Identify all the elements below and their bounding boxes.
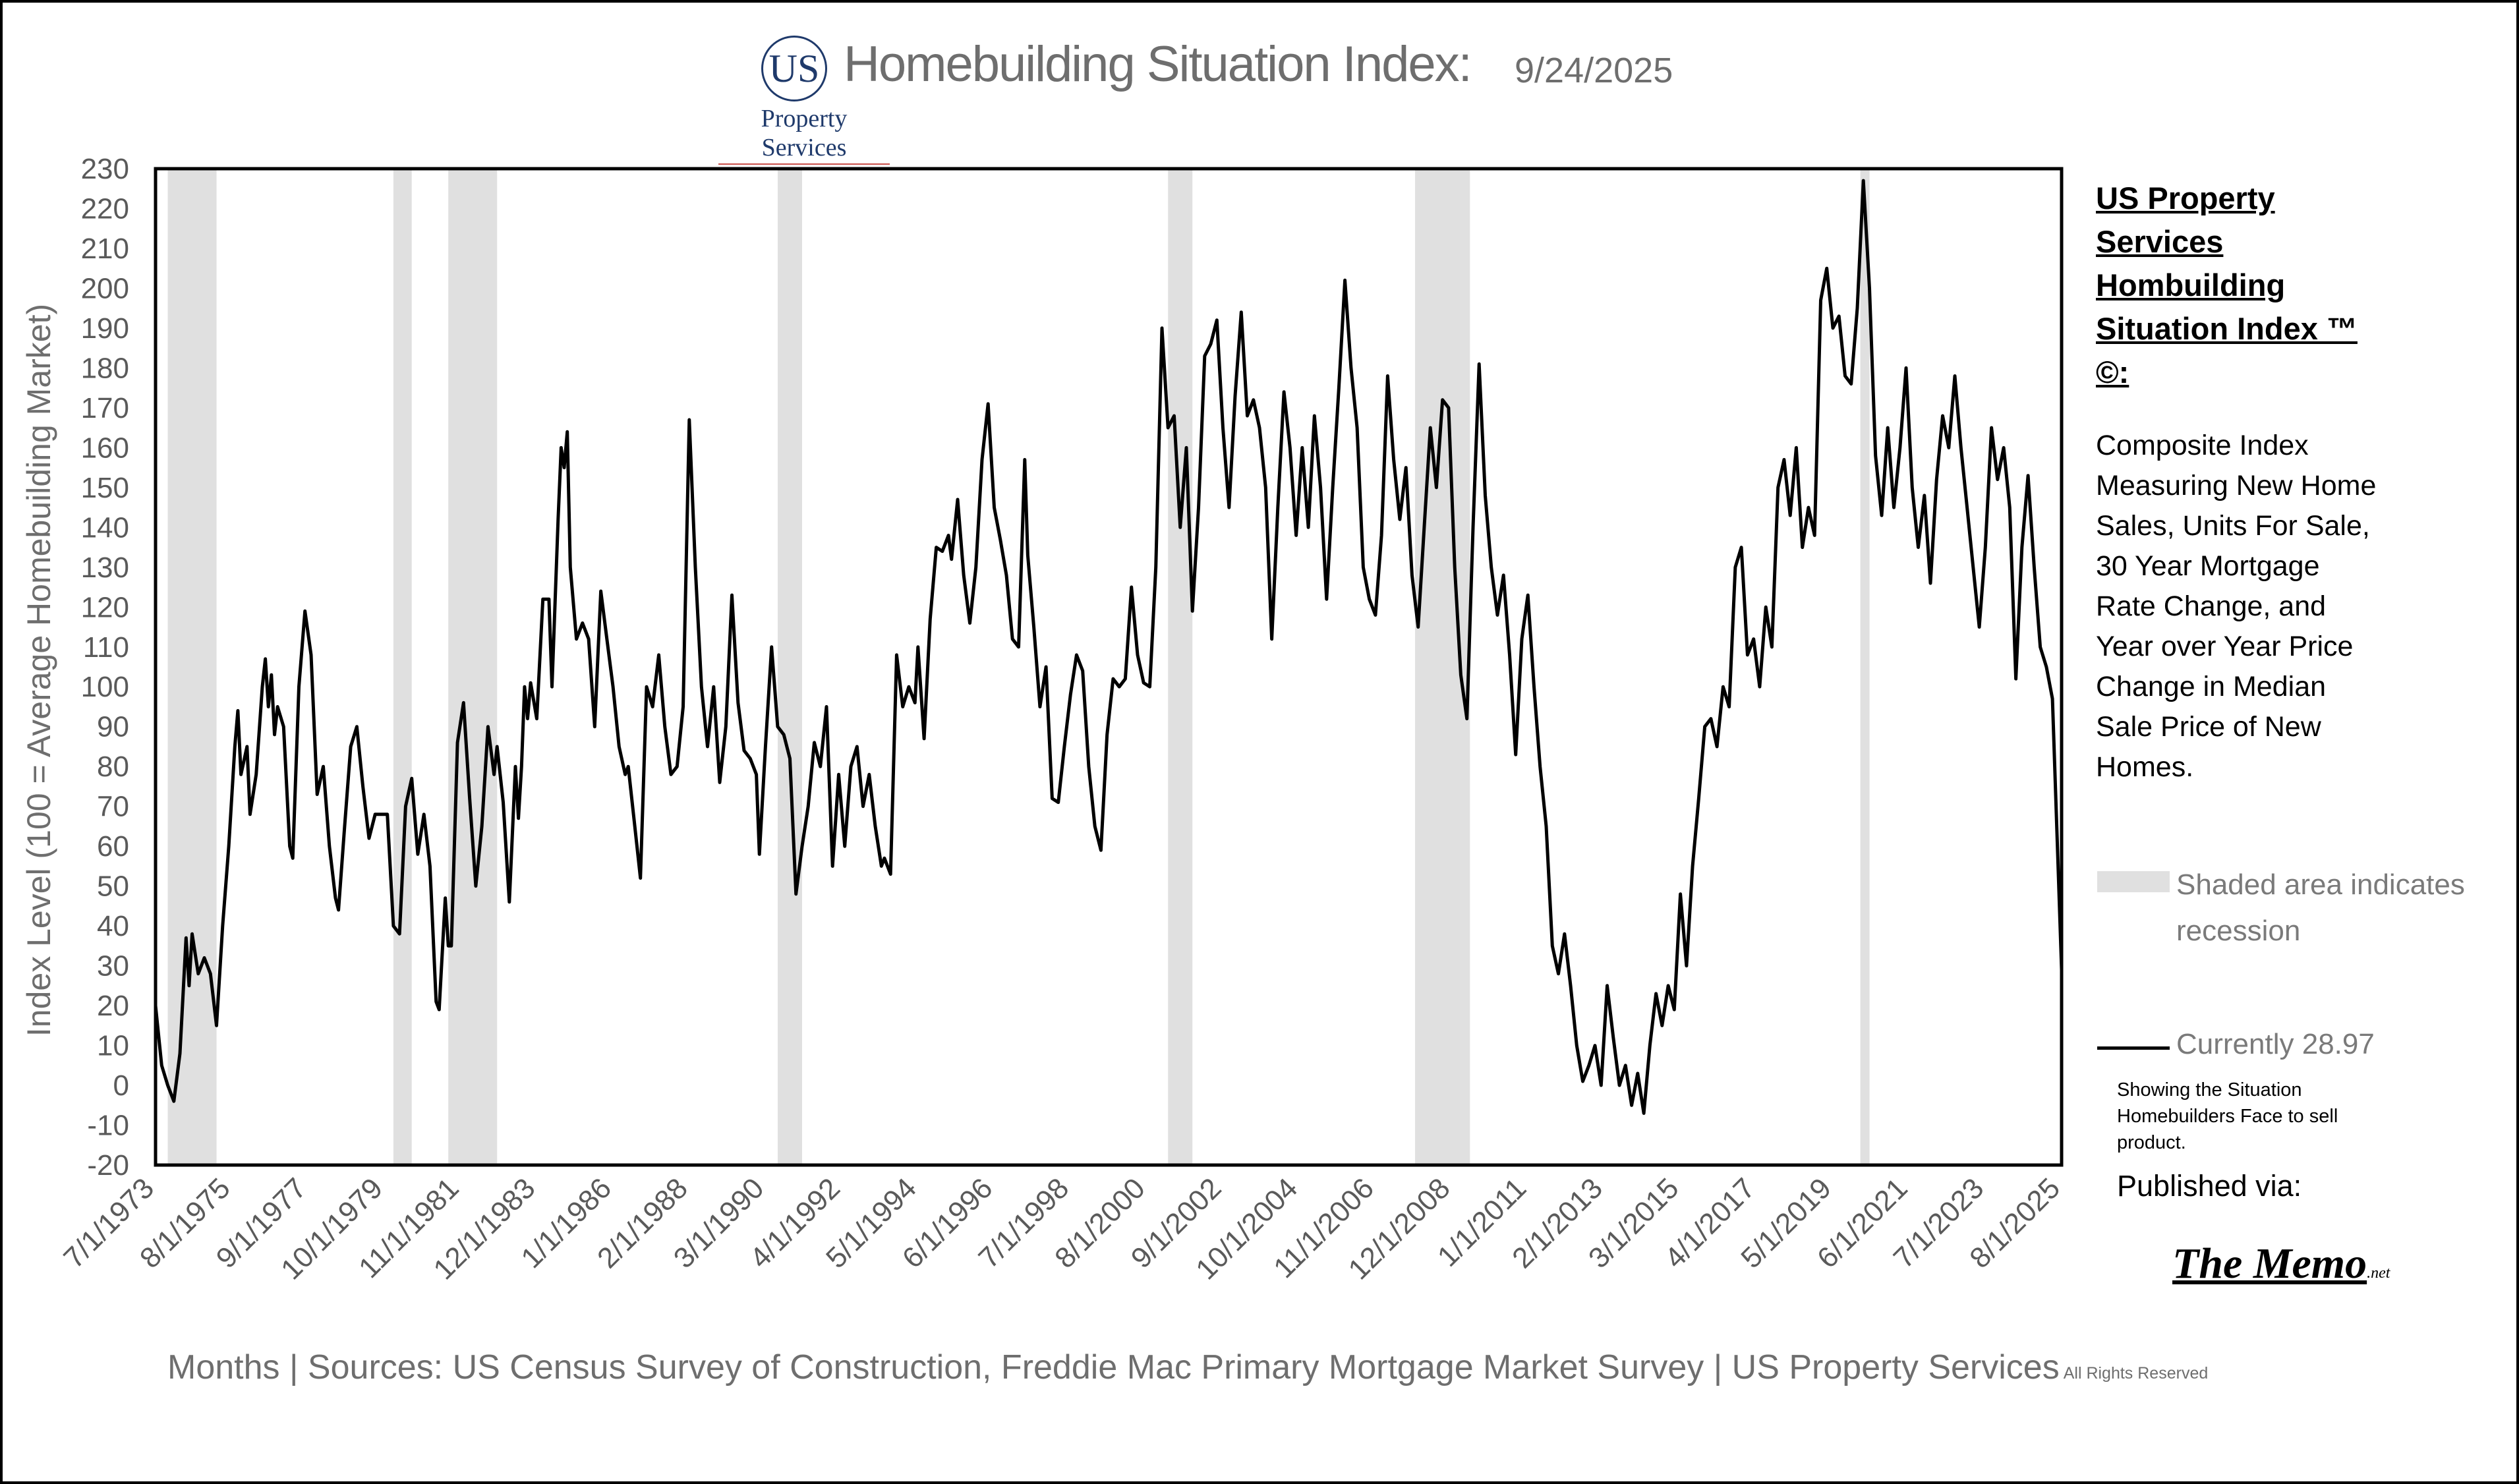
sidebar-description: Composite Index Measuring New Home Sales…: [2096, 430, 2377, 783]
y-tick-label: 20: [97, 990, 129, 1022]
y-tick-label: 90: [97, 711, 129, 743]
source-footer: Months | Sources: US Census Survey of Co…: [167, 1348, 2208, 1387]
recession-band-4: [777, 169, 802, 1165]
memo-logo-suffix: .net: [2367, 1265, 2390, 1282]
y-tick-label: 170: [81, 392, 129, 424]
y-tick-label: 0: [113, 1070, 129, 1102]
y-tick-label: -20: [87, 1149, 129, 1182]
legend-current-value: Currently 28.97: [2176, 1028, 2375, 1060]
recession-band-1: [167, 169, 217, 1165]
index-series-line: [154, 179, 2064, 1115]
y-tick-label: 130: [81, 552, 129, 584]
y-tick-label: 140: [81, 511, 129, 544]
recession-band-5: [1168, 169, 1193, 1165]
y-tick-label: 50: [97, 870, 129, 903]
y-tick-label: 30: [97, 950, 129, 983]
legend-recession-label: Shaded area indicates recession: [2176, 869, 2465, 947]
y-tick-label: 160: [81, 432, 129, 464]
plot-area-border: [154, 167, 2064, 1167]
recession-band-7: [1860, 169, 1870, 1165]
recession-band-3: [448, 169, 498, 1165]
y-tick-label: 60: [97, 830, 129, 863]
recession-bands: [167, 169, 1870, 1165]
x-axis-ticks: 7/1/19738/1/19759/1/197710/1/197911/1/19…: [57, 1172, 2066, 1286]
the-memo-logo: The Memo.net: [2172, 1239, 2390, 1289]
y-tick-label: -10: [87, 1110, 129, 1142]
y-tick-label: 230: [81, 153, 129, 185]
y-tick-label: 210: [81, 233, 129, 265]
y-tick-label: 70: [97, 791, 129, 823]
y-tick-label: 120: [81, 591, 129, 623]
footer-rights: All Rights Reserved: [2063, 1364, 2209, 1383]
company-logo: US Property Services: [718, 32, 890, 165]
y-tick-label: 220: [81, 192, 129, 225]
y-tick-label: 200: [81, 272, 129, 304]
logo-badge: US: [761, 36, 827, 101]
recession-band-2: [393, 169, 412, 1165]
y-tick-label: 100: [81, 671, 129, 703]
sidebar-title: US Property Services Hombuilding Situati…: [2096, 181, 2358, 389]
y-tick-label: 10: [97, 1030, 129, 1062]
legend-note: Showing the Situation Homebuilders Face …: [2117, 1079, 2338, 1153]
legend-recession-swatch: [2097, 871, 2170, 892]
legend-line-swatch: [2097, 1046, 2170, 1050]
y-axis-ticks: -20 -10 0 10 20 30 40 50 60 70 80 90 100 110 120 130 140…: [81, 153, 129, 1182]
footer-sources: Months | Sources: US Census Survey of Co…: [167, 1348, 2060, 1386]
y-tick-label: 150: [81, 472, 129, 504]
y-axis-title: Index Level (100 = Average Homebuilding …: [20, 304, 57, 1037]
y-tick-label: 40: [97, 910, 129, 942]
memo-logo-text: The Memo: [2172, 1240, 2367, 1288]
y-tick-label: 110: [83, 631, 129, 664]
y-tick-label: 80: [97, 751, 129, 783]
y-tick-label: 180: [81, 352, 129, 384]
y-tick-label: 190: [81, 312, 129, 345]
sidebar: US Property Services Hombuilding Situati…: [2096, 177, 2491, 787]
logo-subtitle: Property Services: [718, 104, 890, 165]
published-via-label: Published via:: [2117, 1169, 2302, 1203]
chart-date: 9/24/2025: [1515, 51, 1673, 90]
chart-title: Homebuilding Situation Index:: [844, 36, 1472, 92]
